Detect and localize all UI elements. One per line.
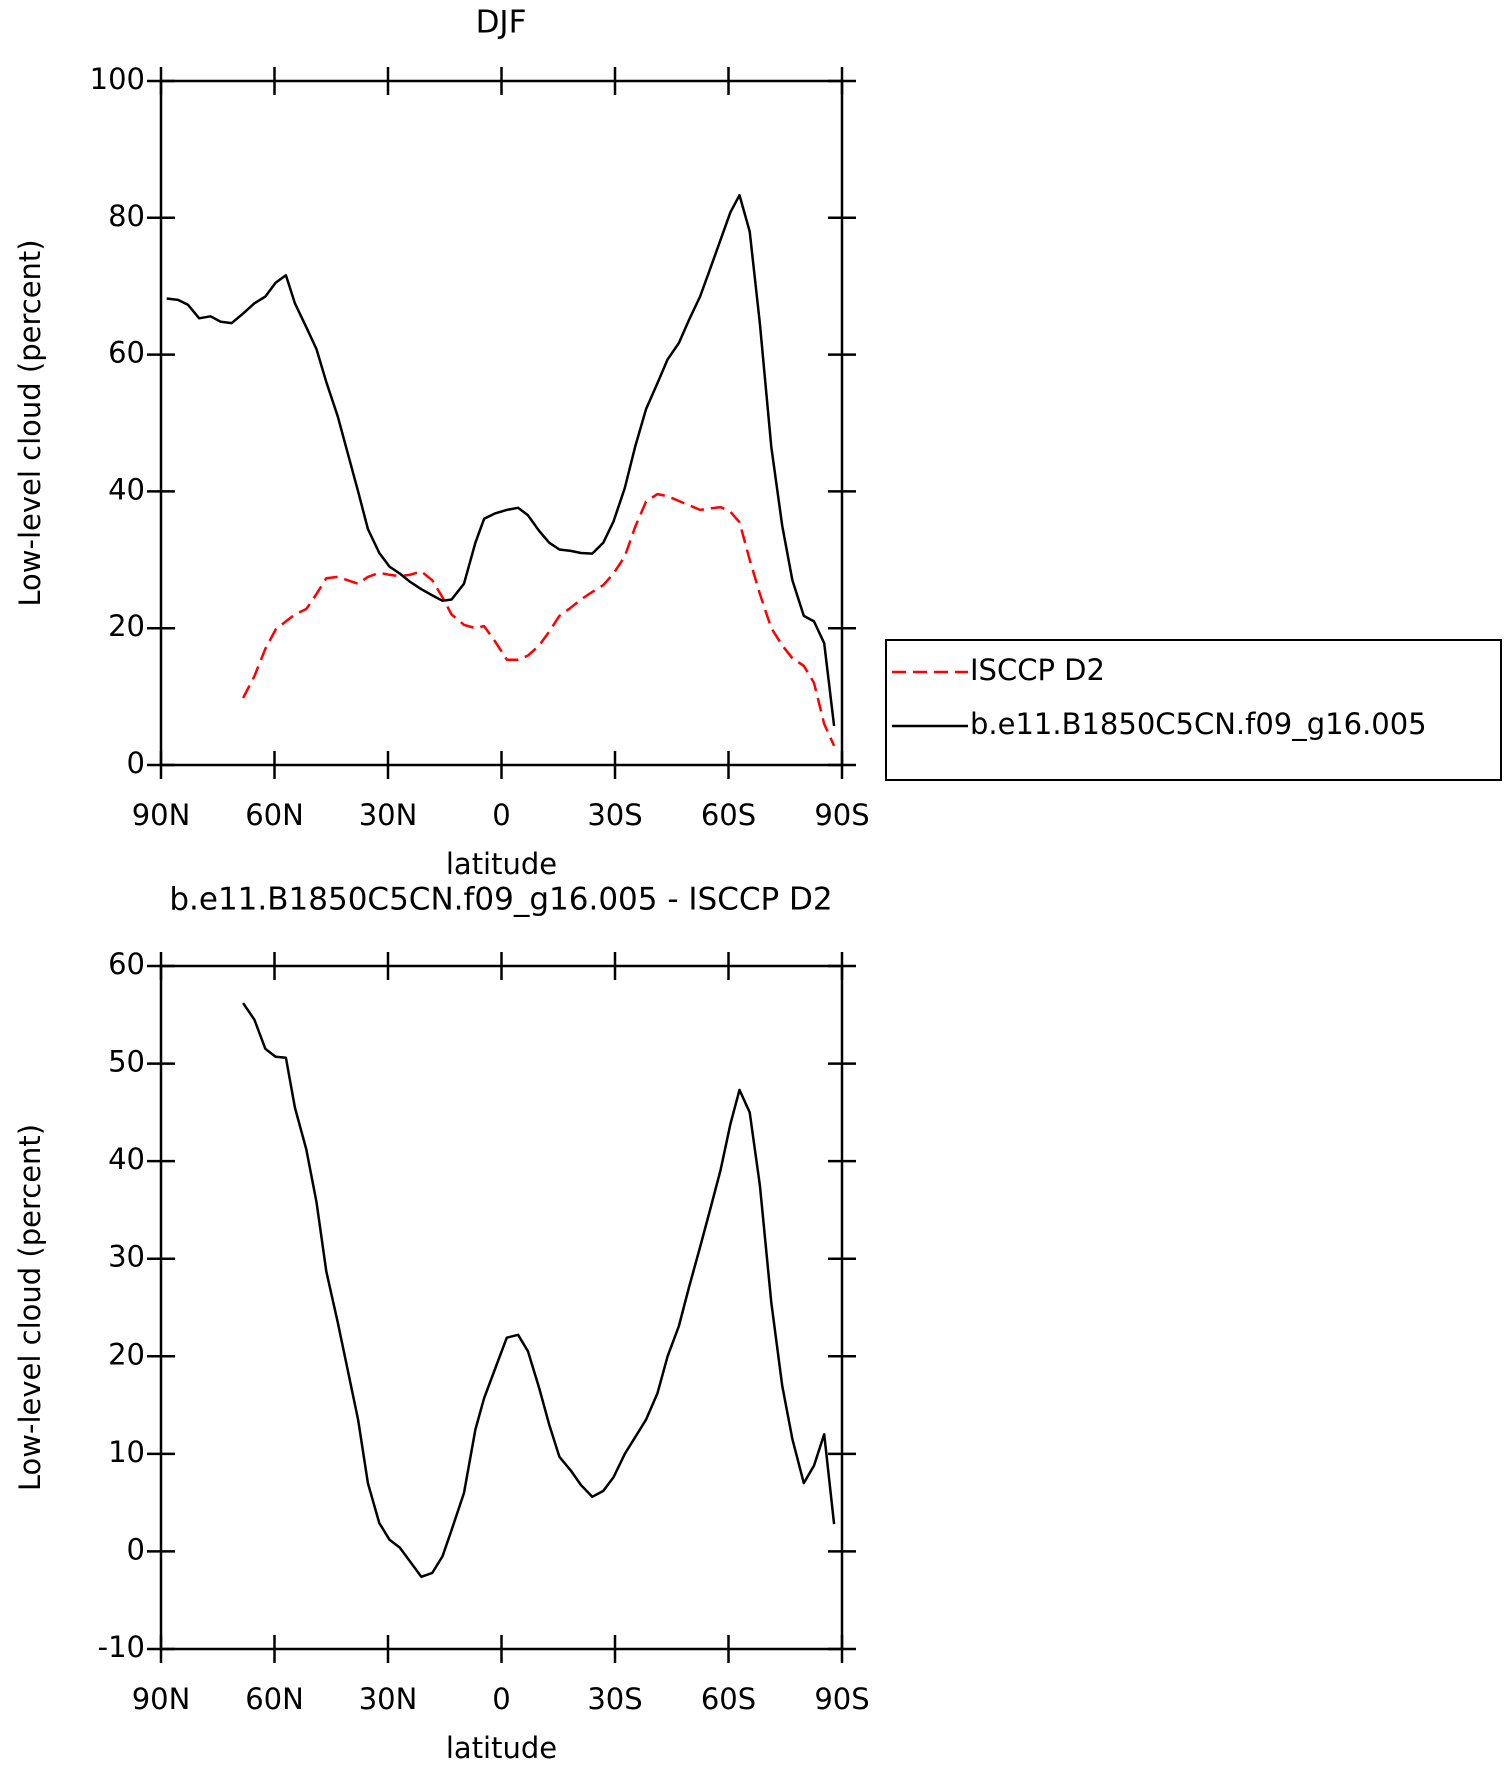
data-line bbox=[241, 492, 836, 747]
y-axis-label: Low-level cloud (percent) bbox=[13, 239, 47, 606]
x-tick-label: 60N bbox=[245, 798, 304, 832]
data-line bbox=[242, 1002, 836, 1579]
legend-label: ISCCP D2 bbox=[970, 653, 1105, 687]
x-tick-label: 60S bbox=[701, 1682, 756, 1716]
x-tick-label: 90S bbox=[814, 1682, 869, 1716]
y-tick-label: 40 bbox=[108, 1142, 145, 1176]
x-axis-label: latitude bbox=[446, 1731, 557, 1765]
y-tick-label: 0 bbox=[127, 746, 145, 780]
y-tick-label: 20 bbox=[108, 1337, 145, 1371]
data-line bbox=[166, 193, 836, 727]
x-tick-label: 90S bbox=[814, 798, 869, 832]
x-tick-label: 30N bbox=[359, 798, 418, 832]
plot-frame bbox=[159, 79, 844, 767]
legend-box bbox=[885, 639, 1502, 781]
x-tick-label: 0 bbox=[492, 1682, 510, 1716]
x-tick-label: 30S bbox=[587, 798, 642, 832]
x-tick-label: 30N bbox=[359, 1682, 418, 1716]
y-tick-label: 20 bbox=[108, 609, 145, 643]
x-tick-label: 90N bbox=[132, 1682, 191, 1716]
y-tick-label: -10 bbox=[98, 1630, 145, 1664]
x-tick-label: 60S bbox=[701, 798, 756, 832]
y-tick-label: 100 bbox=[90, 62, 145, 96]
x-tick-label: 60N bbox=[245, 1682, 304, 1716]
y-tick-label: 80 bbox=[108, 199, 145, 233]
x-tick-label: 30S bbox=[587, 1682, 642, 1716]
x-tick-label: 0 bbox=[492, 798, 510, 832]
y-tick-label: 10 bbox=[108, 1435, 145, 1469]
y-tick-label: 60 bbox=[108, 947, 145, 981]
y-tick-label: 30 bbox=[108, 1240, 145, 1274]
y-axis-label: Low-level cloud (percent) bbox=[13, 1124, 47, 1491]
chart-title: DJF bbox=[476, 5, 527, 41]
y-tick-label: 60 bbox=[108, 336, 145, 370]
plot-frame bbox=[159, 964, 844, 1651]
x-axis-label: latitude bbox=[446, 847, 557, 881]
y-tick-label: 40 bbox=[108, 472, 145, 506]
y-tick-label: 0 bbox=[127, 1532, 145, 1566]
legend-label: b.e11.B1850C5CN.f09_g16.005 bbox=[970, 707, 1427, 741]
chart-title: b.e11.B1850C5CN.f09_g16.005 - ISCCP D2 bbox=[169, 882, 832, 918]
y-tick-label: 50 bbox=[108, 1045, 145, 1079]
x-tick-label: 90N bbox=[132, 798, 191, 832]
